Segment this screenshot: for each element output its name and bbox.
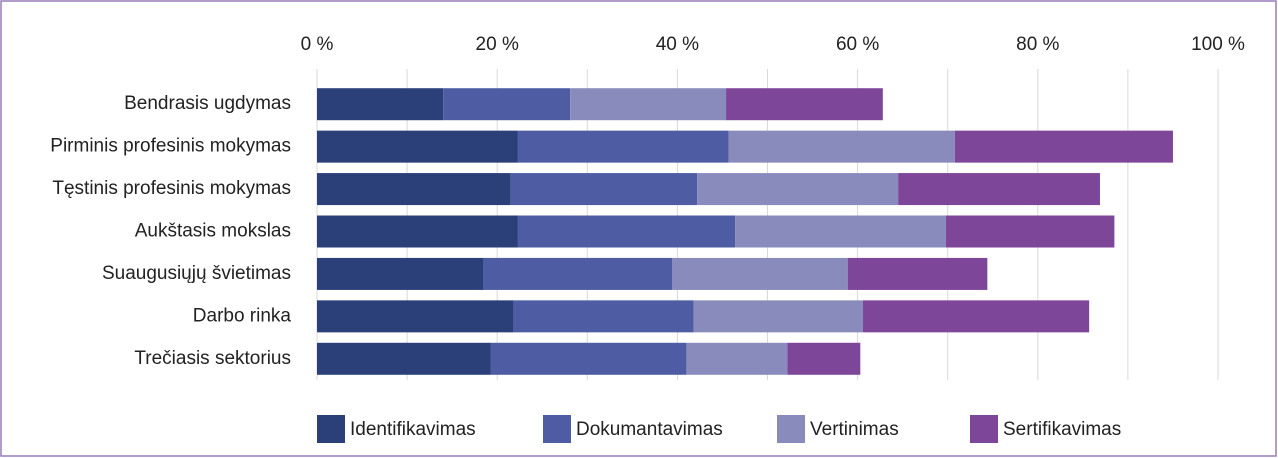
- y-tick-label: Pirminis profesinis mokymas: [50, 136, 291, 157]
- x-tick-label: 40 %: [656, 34, 699, 55]
- bar-segment: [510, 173, 698, 206]
- bar-segment: [517, 215, 736, 248]
- y-tick-label: Suaugusiųjų švietimas: [102, 263, 291, 284]
- bar-segment: [317, 342, 491, 375]
- bar-segment: [671, 257, 848, 290]
- y-tick-label: Darbo rinka: [193, 305, 292, 326]
- bar-segment: [317, 300, 514, 333]
- bar-segment: [726, 88, 883, 121]
- x-tick-label: 20 %: [476, 34, 519, 55]
- y-tick-label: Tęstinis profesinis mokymas: [52, 178, 291, 199]
- bar-segment: [735, 215, 946, 248]
- bar-segment: [847, 257, 988, 290]
- bar-segment: [697, 173, 899, 206]
- bar-segment: [443, 88, 571, 121]
- legend-label: Identifikavimas: [350, 419, 476, 440]
- y-tick-label: Bendrasis ugdymas: [124, 93, 291, 114]
- legend-label: Sertifikavimas: [1003, 419, 1121, 440]
- bar-segment: [954, 130, 1173, 163]
- legend-label: Dokumantavimas: [576, 419, 723, 440]
- legend-swatch: [970, 415, 998, 443]
- x-tick-label: 60 %: [836, 34, 879, 55]
- legend-swatch: [543, 415, 571, 443]
- bar-segment: [317, 215, 518, 248]
- bar-segment: [570, 88, 727, 121]
- legend-swatch: [317, 415, 345, 443]
- legend-label: Vertinimas: [810, 419, 899, 440]
- bar-segment: [728, 130, 955, 163]
- bar-segment: [517, 130, 729, 163]
- bar-segment: [317, 257, 484, 290]
- x-tick-label: 80 %: [1016, 34, 1059, 55]
- bar-segment: [863, 300, 1090, 333]
- bar-segment: [317, 173, 511, 206]
- legend-swatch: [777, 415, 805, 443]
- bar-segment: [317, 88, 444, 121]
- bar-segment: [490, 342, 687, 375]
- bar-segment: [686, 342, 788, 375]
- y-tick-label: Trečiasis sektorius: [134, 348, 291, 369]
- bar-segment: [945, 215, 1115, 248]
- x-tick-label: 100 %: [1191, 34, 1245, 55]
- bar-segment: [483, 257, 672, 290]
- y-tick-label: Aukštasis mokslas: [135, 221, 291, 242]
- bar-segment: [513, 300, 694, 333]
- bar-segment: [898, 173, 1100, 206]
- bar-segment: [317, 130, 518, 163]
- bar-segment: [787, 342, 861, 375]
- x-tick-label: 0 %: [301, 34, 334, 55]
- bar-segment: [693, 300, 864, 333]
